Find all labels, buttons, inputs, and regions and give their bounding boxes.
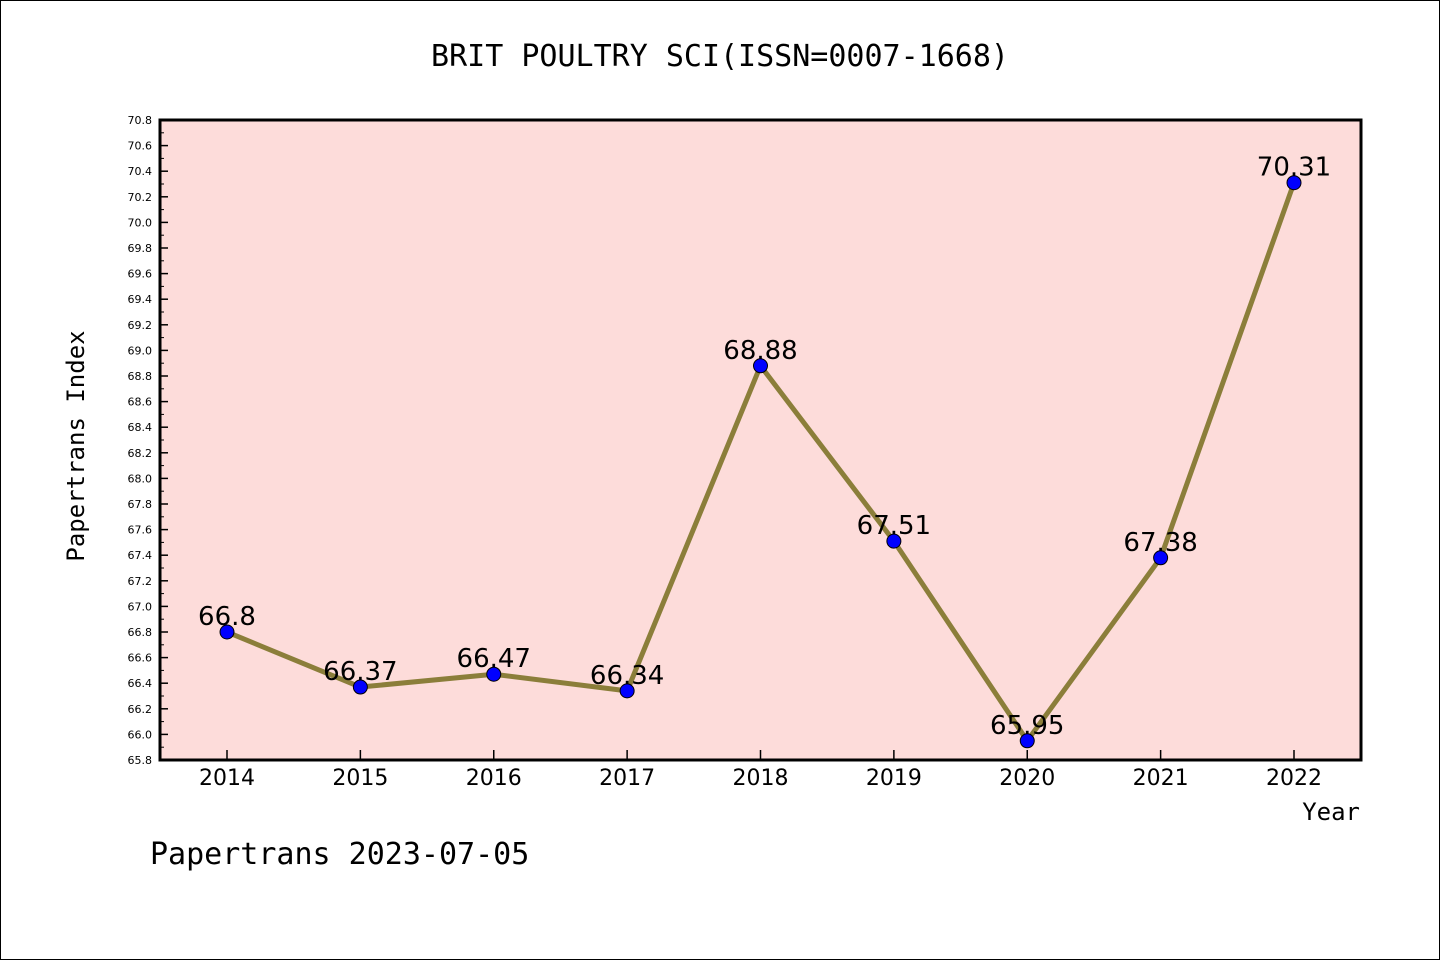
data-label: 68.88 <box>723 336 797 366</box>
x-tick-label: 2019 <box>866 766 922 791</box>
data-point <box>753 358 768 374</box>
data-point <box>886 533 902 549</box>
y-tick-label: 67.4 <box>128 549 153 562</box>
y-tick-label: 69.4 <box>128 293 153 306</box>
y-tick-label: 67.2 <box>128 575 153 588</box>
y-tick-label: 66.6 <box>128 652 153 665</box>
data-label: 67.51 <box>857 511 931 541</box>
y-tick-label: 68.6 <box>128 396 153 409</box>
x-tick-label: 2014 <box>199 766 255 791</box>
y-tick-label: 66.4 <box>128 677 153 690</box>
y-tick-label: 70.4 <box>128 165 153 178</box>
y-tick-label: 68.0 <box>128 472 153 485</box>
x-tick-label: 2016 <box>466 766 522 791</box>
y-tick-label: 66.0 <box>128 728 153 741</box>
y-tick-label: 68.4 <box>128 421 153 434</box>
x-tick-label: 2021 <box>1133 766 1189 791</box>
y-tick-label: 70.6 <box>128 140 153 153</box>
footer-note: Papertrans 2023-07-05 <box>150 837 529 872</box>
y-tick-label: 69.2 <box>128 319 153 332</box>
y-axis-label: Papertrans Index <box>62 330 90 561</box>
y-tick-label: 70.2 <box>128 191 153 204</box>
data-point <box>486 666 502 682</box>
x-axis-ticks: 2014 2015 2016 2017 2018 2019 2020 2021 2022 <box>199 750 1322 791</box>
y-tick-label: 66.8 <box>128 626 153 639</box>
y-tick-label: 68.2 <box>128 447 153 460</box>
data-label: 66.8 <box>198 602 256 632</box>
x-tick-label: 2018 <box>733 766 789 791</box>
data-label: 66.34 <box>590 661 664 691</box>
y-tick-label: 65.8 <box>128 754 153 767</box>
data-point <box>1286 175 1302 191</box>
series-markers <box>219 175 1302 749</box>
y-tick-label: 68.8 <box>128 370 153 383</box>
data-label: 70.31 <box>1257 153 1331 183</box>
x-axis-label: Year <box>1302 798 1360 826</box>
data-label: 66.47 <box>457 644 531 674</box>
plot-area <box>160 120 1361 760</box>
y-tick-label: 69.8 <box>128 242 153 255</box>
data-label: 65.95 <box>990 711 1064 741</box>
data-point <box>1019 733 1035 749</box>
x-tick-label: 2015 <box>332 766 388 791</box>
y-tick-label: 67.0 <box>128 600 153 613</box>
data-label: 67.38 <box>1123 528 1197 558</box>
data-label: 66.37 <box>323 657 397 687</box>
y-tick-label: 67.6 <box>128 524 153 537</box>
data-point <box>352 679 368 695</box>
y-tick-label: 70.8 <box>128 114 153 127</box>
data-point <box>619 683 635 699</box>
plot-border <box>158 118 1363 762</box>
y-axis-ticks: 65.8 66.0 66.2 66.4 66.6 66.8 67.0 67.2 67.4 67.6… <box>128 114 168 767</box>
data-point <box>1153 550 1169 566</box>
y-tick-label: 70.0 <box>128 216 153 229</box>
data-labels: 66.8 66.37 66.47 66.34 68.88 67.51 65.95 67.38 7… <box>198 153 1331 741</box>
chart-title: BRIT POULTRY SCI(ISSN=0007-1668) <box>431 39 1009 74</box>
x-tick-label: 2020 <box>999 766 1055 791</box>
data-point <box>219 624 235 640</box>
x-tick-label: 2022 <box>1266 766 1322 791</box>
y-tick-label: 69.0 <box>128 344 153 357</box>
y-tick-label: 66.2 <box>128 703 153 716</box>
y-tick-label: 69.6 <box>128 268 153 281</box>
y-tick-label: 67.8 <box>128 498 153 511</box>
x-tick-label: 2017 <box>599 766 655 791</box>
